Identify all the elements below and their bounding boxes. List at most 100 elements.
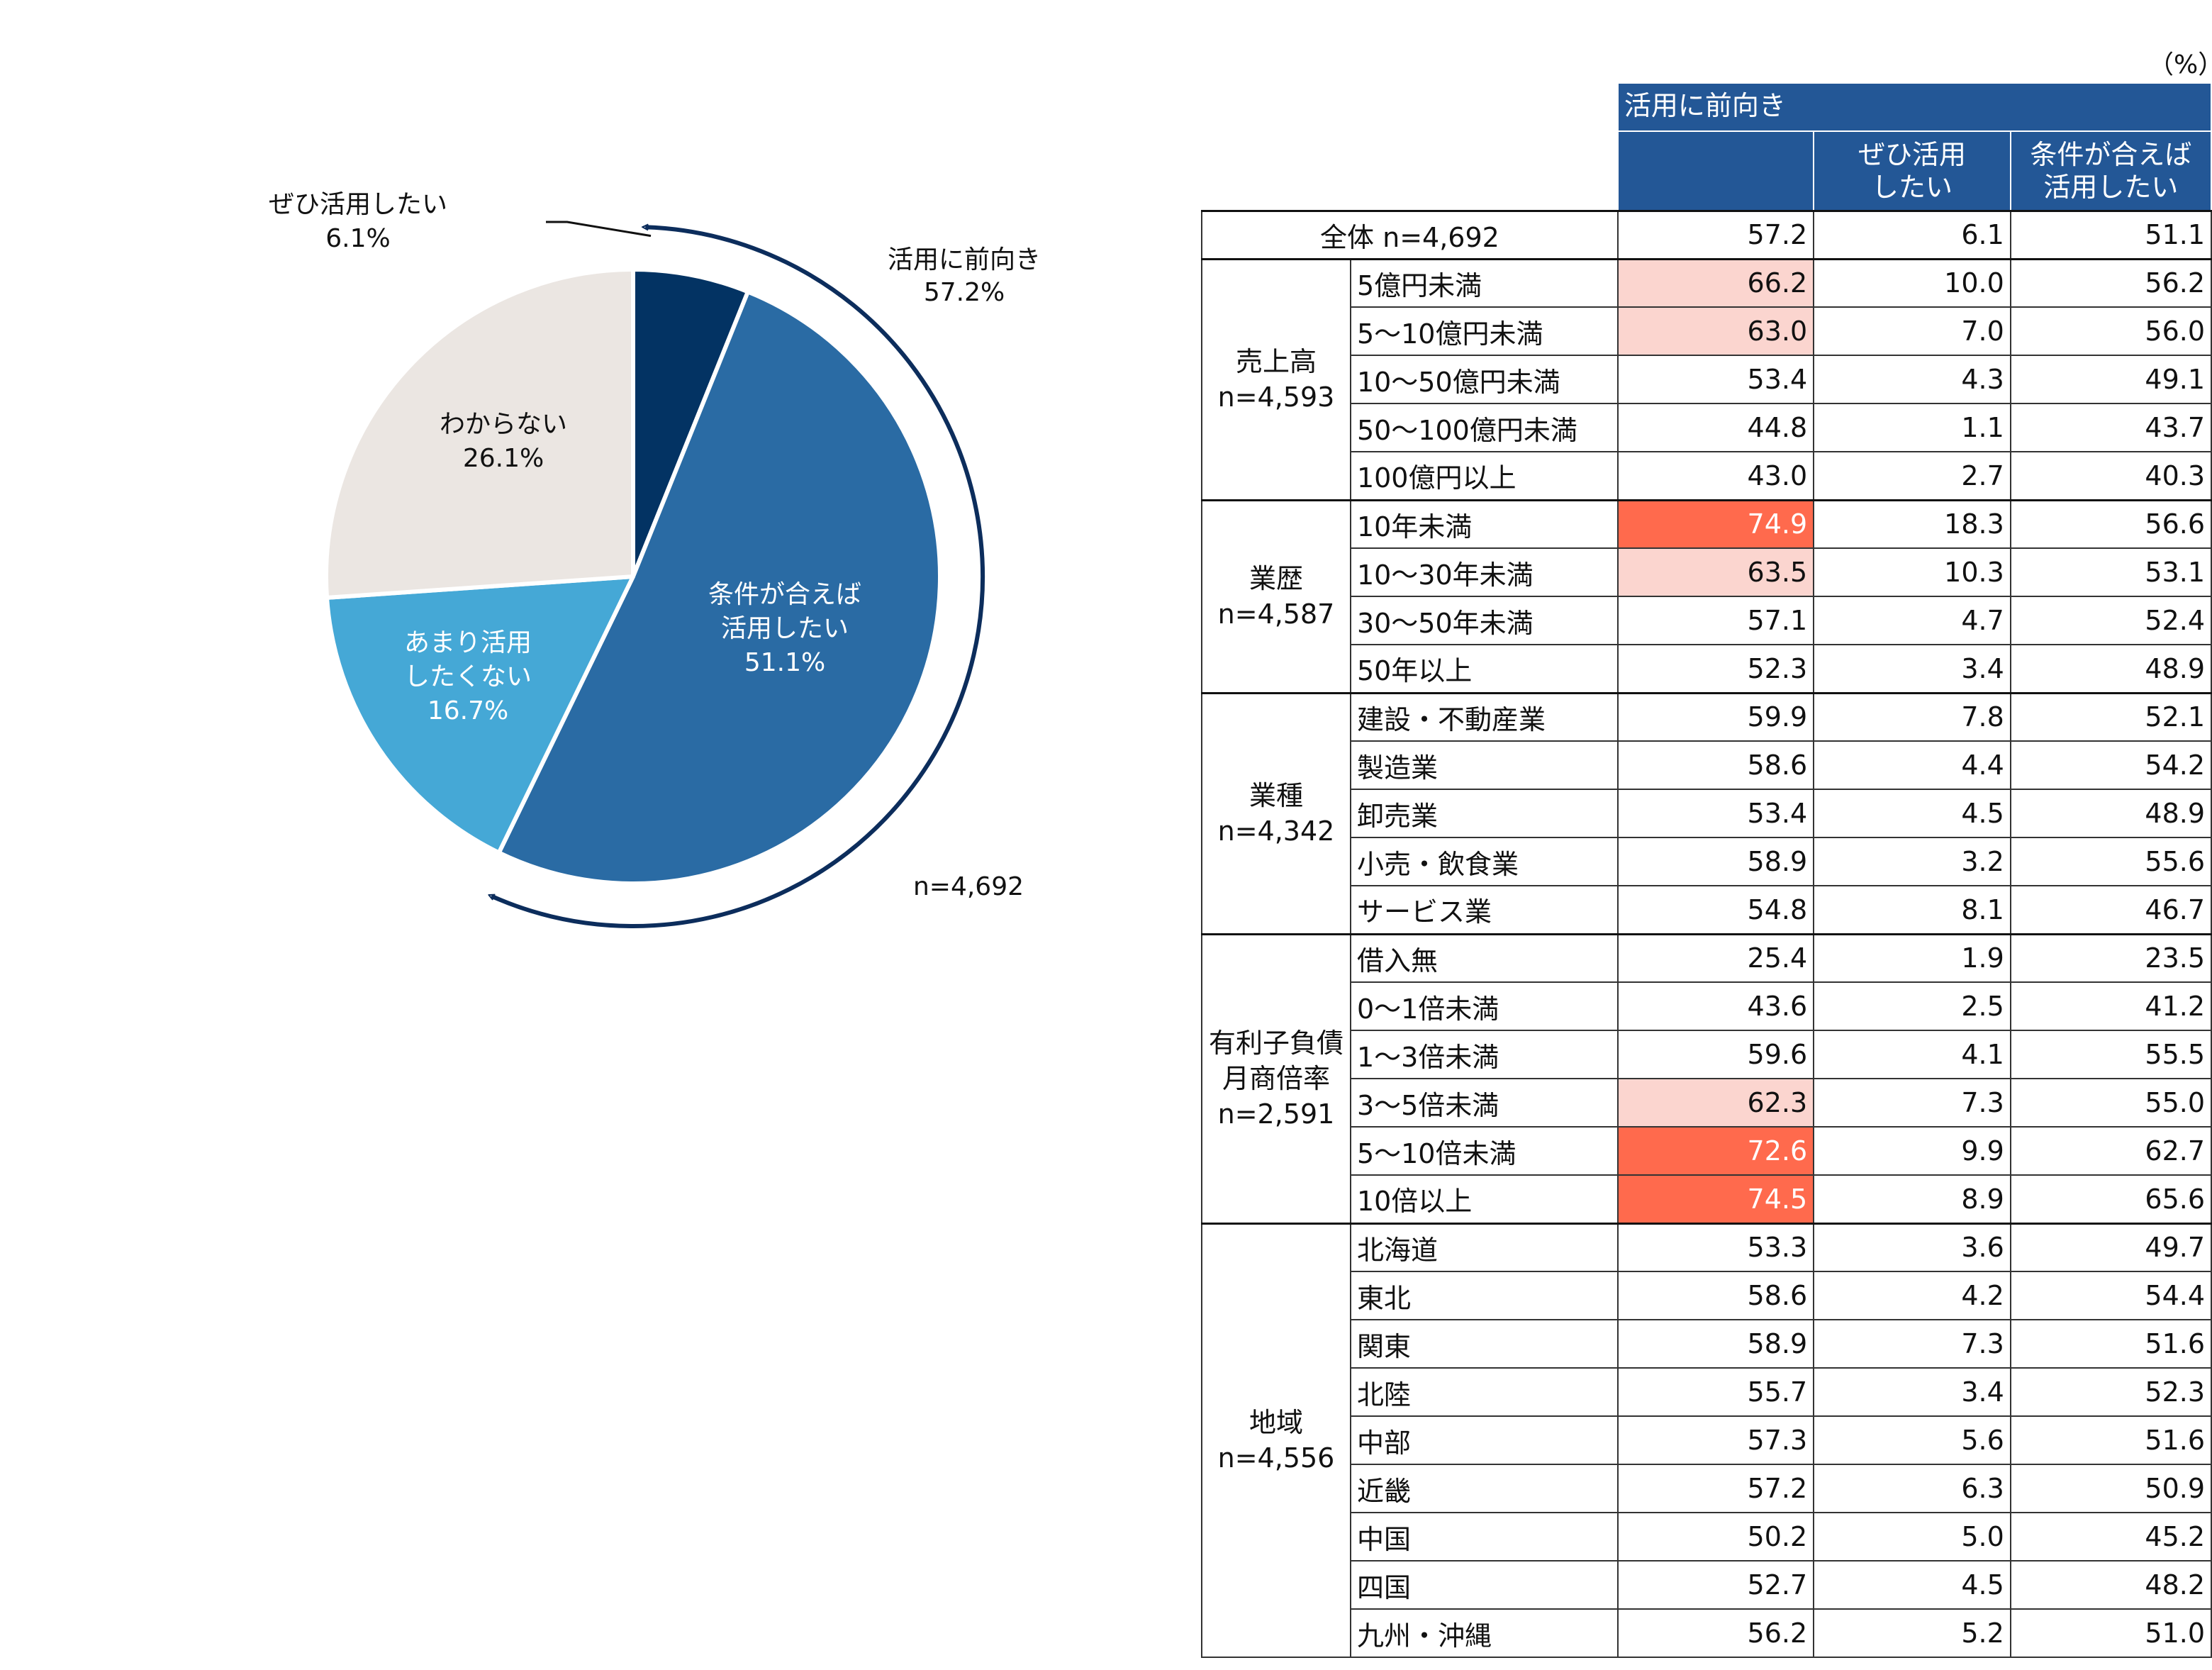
row-value-2: 10.0 [1813, 257, 2011, 308]
row-value-1: 57.1 [1616, 596, 1815, 645]
row-value-1: 63.5 [1616, 547, 1815, 597]
row-value-3: 52.4 [2009, 596, 2212, 645]
row-value-3: 65.6 [2009, 1174, 2212, 1224]
group-title: 業歴 n=4,587 [1201, 499, 1351, 694]
row-value-3: 55.0 [2009, 1078, 2212, 1128]
row-value-2: 1.9 [1813, 933, 2011, 983]
row-value-1: 53.4 [1616, 355, 1815, 404]
row-value-2: 3.2 [1813, 837, 2011, 886]
row-value-2: 5.6 [1813, 1415, 2011, 1465]
row-value-1: 57.2 [1616, 1464, 1815, 1513]
row-value-1: 56.2 [1616, 1608, 1815, 1658]
row-label: 0～1倍未満 [1349, 981, 1619, 1031]
row-value-1: 58.6 [1616, 1271, 1815, 1320]
row-value-1: 25.4 [1616, 933, 1815, 983]
row-value-1: 63.0 [1616, 306, 1815, 356]
row-value-1: 58.9 [1616, 1319, 1815, 1369]
row-value-2: 2.7 [1813, 451, 2011, 501]
breakdown-table: 活用に前向き ぜひ活用 したい 条件が合えば 活用したい 全体 n=4,692 57.2 6.… [1201, 82, 2212, 1658]
row-value-2: 6.3 [1813, 1464, 2011, 1513]
row-value-3: 55.6 [2009, 837, 2212, 886]
row-value-2: 18.3 [1813, 499, 2011, 549]
row-label: 九州・沖縄 [1349, 1608, 1619, 1658]
row-value-1: 54.8 [1616, 885, 1815, 935]
row-value-3: 49.1 [2009, 355, 2212, 404]
pie-slice-label-1: ぜひ活用したい 6.1% [269, 190, 447, 253]
row-value-3: 50.9 [2009, 1464, 2212, 1513]
row-value-1: 55.7 [1616, 1367, 1815, 1417]
pie-slice-label-4: わからない 26.1% [440, 410, 567, 473]
bracket-arrow [491, 227, 985, 928]
pie-slice-label-3: あまり活用したくない 16.7% [404, 628, 532, 725]
row-value-1: 53.3 [1616, 1222, 1815, 1272]
header-sub-col-1: ぜひ活用 したい [1813, 130, 2011, 211]
row-value-3: 51.0 [2009, 1608, 2212, 1658]
row-value-2: 10.3 [1813, 547, 2011, 597]
sample-size-label: n=4,692 [913, 872, 1024, 901]
row-value-1: 53.4 [1616, 789, 1815, 838]
row-value-3: 41.2 [2009, 981, 2212, 1031]
row-value-2: 7.8 [1813, 691, 2011, 742]
row-label: 30～50年未満 [1349, 596, 1619, 645]
row-label: 卸売業 [1349, 789, 1619, 838]
row-value-1: 72.6 [1616, 1126, 1815, 1176]
row-value-3: 56.2 [2009, 257, 2212, 308]
row-value-3: 56.6 [2009, 499, 2212, 549]
row-label: 中国 [1349, 1512, 1619, 1562]
row-value-1: 74.9 [1616, 499, 1815, 549]
row-value-3: 48.9 [2009, 789, 2212, 838]
row-value-2: 7.3 [1813, 1319, 2011, 1369]
row-value-3: 48.2 [2009, 1560, 2212, 1610]
row-label: 50～100億円未満 [1349, 403, 1619, 452]
row-value-1: 50.2 [1616, 1512, 1815, 1562]
row-value-1: 57.3 [1616, 1415, 1815, 1465]
row-label: 10～50億円未満 [1349, 355, 1619, 404]
row-value-3: 52.1 [2009, 691, 2212, 742]
group-title: 地域 n=4,556 [1201, 1222, 1351, 1658]
row-value-1: 44.8 [1616, 403, 1815, 452]
row-value-1: 59.6 [1616, 1030, 1815, 1079]
row-value-1: 43.0 [1616, 451, 1815, 501]
row-value-3: 53.1 [2009, 547, 2212, 597]
row-label: 5億円未満 [1349, 257, 1619, 308]
row-value-2: 4.7 [1813, 596, 2011, 645]
row-label: 製造業 [1349, 740, 1619, 790]
row-value-1: 62.3 [1616, 1078, 1815, 1128]
total-value-3: 51.1 [2009, 209, 2212, 260]
row-value-2: 4.4 [1813, 740, 2011, 790]
row-value-1: 43.6 [1616, 981, 1815, 1031]
row-label: 5～10倍未満 [1349, 1126, 1619, 1176]
row-value-3: 48.9 [2009, 644, 2212, 694]
row-value-1: 58.6 [1616, 740, 1815, 790]
row-label: 10倍以上 [1349, 1174, 1619, 1224]
row-value-3: 46.7 [2009, 885, 2212, 935]
row-value-3: 52.3 [2009, 1367, 2212, 1417]
row-value-2: 4.5 [1813, 789, 2011, 838]
header-group-value-cell [1616, 130, 1815, 211]
row-label: 10年未満 [1349, 499, 1619, 549]
pie-chart: ぜひ活用したい 6.1% 条件が合えば活用したい 51.1% あまり活用したくない 16.… [269, 190, 1041, 928]
header-blank-cell [1202, 83, 1618, 131]
row-value-1: 74.5 [1616, 1174, 1815, 1224]
group-title: 業種 n=4,342 [1201, 691, 1351, 935]
row-value-3: 56.0 [2009, 306, 2212, 356]
row-value-3: 62.7 [2009, 1126, 2212, 1176]
row-value-1: 52.7 [1616, 1560, 1815, 1610]
row-label: 借入無 [1349, 933, 1619, 983]
row-label: 建設・不動産業 [1349, 691, 1619, 742]
pie-slice-label-2: 条件が合えば活用したい 51.1% [708, 580, 861, 677]
row-value-3: 49.7 [2009, 1222, 2212, 1272]
row-label: 1～3倍未満 [1349, 1030, 1619, 1079]
row-value-2: 3.4 [1813, 1367, 2011, 1417]
row-label: 関東 [1349, 1319, 1619, 1369]
group-title: 有利子負債 月商倍率 n=2,591 [1201, 933, 1351, 1224]
row-value-3: 43.7 [2009, 403, 2212, 452]
row-value-3: 54.2 [2009, 740, 2212, 790]
row-value-1: 66.2 [1616, 257, 1815, 308]
row-value-2: 2.5 [1813, 981, 2011, 1031]
row-value-2: 3.4 [1813, 644, 2011, 694]
pie-slices [324, 267, 943, 886]
row-value-2: 4.2 [1813, 1271, 2011, 1320]
row-value-1: 59.9 [1616, 691, 1815, 742]
bracket-arc [491, 227, 985, 928]
